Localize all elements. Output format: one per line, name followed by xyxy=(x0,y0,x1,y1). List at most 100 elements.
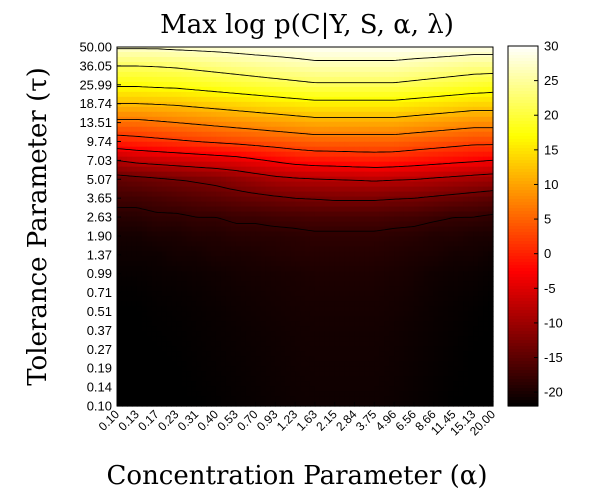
heatmap-cell xyxy=(443,186,450,193)
heatmap-cell xyxy=(418,106,425,113)
heatmap-cell xyxy=(314,51,321,58)
heatmap-cell xyxy=(260,91,267,98)
heatmap-cell xyxy=(428,76,435,83)
heatmap-cell xyxy=(428,301,435,307)
heatmap-cell xyxy=(319,331,326,337)
heatmap-cell xyxy=(151,326,158,332)
heatmap-cell xyxy=(379,341,385,347)
heatmap-cell xyxy=(156,71,163,78)
heatmap-cell xyxy=(156,326,163,332)
heatmap-cell xyxy=(151,356,158,362)
heatmap-cell xyxy=(418,296,425,302)
heatmap-cell xyxy=(161,196,168,203)
heatmap-cell xyxy=(413,336,420,342)
heatmap-cell xyxy=(468,351,474,357)
heatmap-cell xyxy=(305,286,311,292)
heatmap-cell xyxy=(220,76,227,83)
heatmap-cell xyxy=(300,361,306,367)
heatmap-cell xyxy=(344,231,351,238)
heatmap-cell xyxy=(483,71,489,78)
heatmap-cell xyxy=(126,311,133,317)
heatmap-cell xyxy=(230,206,237,213)
heatmap-cell xyxy=(300,231,306,238)
heatmap-cell xyxy=(121,371,128,377)
heatmap-cell xyxy=(473,316,479,322)
heatmap-cell xyxy=(225,56,232,63)
heatmap-cell xyxy=(146,271,153,277)
heatmap-cell xyxy=(121,316,128,322)
heatmap-cell xyxy=(196,51,202,58)
heatmap-cell xyxy=(339,221,346,228)
heatmap-cell xyxy=(319,261,326,267)
heatmap-cell xyxy=(270,311,276,317)
heatmap-cell xyxy=(314,246,321,253)
heatmap-cell xyxy=(443,326,450,332)
heatmap-cell xyxy=(349,266,356,272)
heatmap-cell xyxy=(483,106,489,113)
heatmap-cell xyxy=(300,76,306,83)
heatmap-cell xyxy=(235,86,242,93)
heatmap-cell xyxy=(324,246,331,253)
heatmap-cell xyxy=(186,311,192,317)
heatmap-cell xyxy=(215,71,222,78)
heatmap-cell xyxy=(191,106,197,113)
heatmap-cell xyxy=(131,231,138,238)
heatmap-cell xyxy=(161,321,168,327)
heatmap-cell xyxy=(394,296,400,302)
heatmap-cell xyxy=(250,196,257,203)
heatmap-cell xyxy=(181,276,187,282)
heatmap-cell xyxy=(196,321,202,327)
heatmap-cell xyxy=(394,111,400,118)
heatmap-cell xyxy=(126,371,133,377)
heatmap-cell xyxy=(354,346,361,352)
heatmap-cell xyxy=(403,131,410,138)
heatmap-cell xyxy=(235,261,242,267)
heatmap-cell xyxy=(309,51,316,58)
heatmap-cell xyxy=(324,161,331,168)
heatmap-cell xyxy=(364,81,370,88)
heatmap-cell xyxy=(161,336,168,342)
heatmap-cell xyxy=(305,276,311,282)
heatmap-cell xyxy=(270,171,276,178)
heatmap-cell xyxy=(423,351,430,357)
heatmap-cell xyxy=(478,116,484,123)
heatmap-cell xyxy=(146,291,153,297)
heatmap-cell xyxy=(270,166,276,173)
heatmap-cell xyxy=(191,221,197,228)
heatmap-cell xyxy=(359,341,365,347)
heatmap-cell xyxy=(349,121,356,128)
heatmap-cell xyxy=(146,151,153,158)
heatmap-cell xyxy=(418,311,425,317)
heatmap-cell xyxy=(171,231,177,238)
heatmap-cell xyxy=(309,341,316,347)
heatmap-cell xyxy=(240,331,247,337)
heatmap-cell xyxy=(319,151,326,158)
heatmap-cell xyxy=(250,346,257,352)
heatmap-cell xyxy=(448,311,455,317)
heatmap-cell xyxy=(379,281,385,287)
heatmap-cell xyxy=(136,121,143,128)
heatmap-cell xyxy=(438,151,445,158)
heatmap-cell xyxy=(245,226,252,233)
heatmap-cell xyxy=(240,191,247,198)
heatmap-cell xyxy=(478,166,484,173)
heatmap-cell xyxy=(191,176,197,183)
heatmap-cell xyxy=(211,341,217,347)
heatmap-cell xyxy=(329,371,336,377)
heatmap-cell xyxy=(448,81,455,88)
heatmap-cell xyxy=(458,206,464,213)
heatmap-cell xyxy=(319,311,326,317)
heatmap-cell xyxy=(305,71,311,78)
heatmap-cell xyxy=(215,331,222,337)
heatmap-cell xyxy=(121,141,128,148)
heatmap-cell xyxy=(399,171,405,178)
heatmap-cell xyxy=(161,271,168,277)
heatmap-cell xyxy=(344,96,351,103)
heatmap-cell xyxy=(270,321,276,327)
heatmap-cell xyxy=(225,241,232,248)
heatmap-cell xyxy=(196,251,202,258)
heatmap-cell xyxy=(126,221,133,228)
heatmap-cell xyxy=(280,361,286,367)
heatmap-cell xyxy=(309,181,316,188)
heatmap-cell xyxy=(314,116,321,123)
